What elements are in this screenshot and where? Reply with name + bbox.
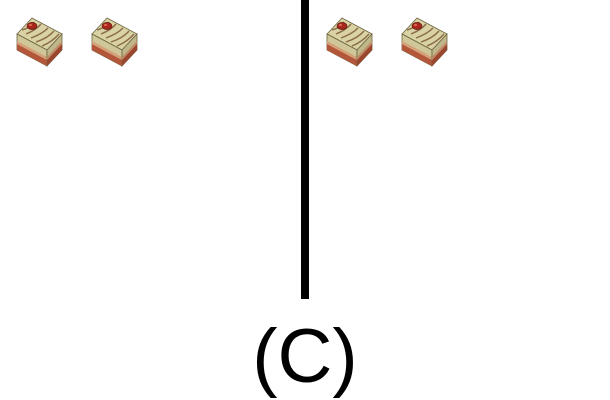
left-panel bbox=[0, 0, 300, 300]
cake-slice-icon bbox=[324, 14, 374, 68]
option-label: (C) bbox=[252, 314, 358, 399]
cake-slice-icon bbox=[14, 14, 64, 68]
right-panel bbox=[310, 0, 610, 300]
cake-slice-icon bbox=[399, 14, 449, 68]
divider-line bbox=[301, 0, 309, 299]
cake-slice-icon bbox=[89, 14, 139, 68]
